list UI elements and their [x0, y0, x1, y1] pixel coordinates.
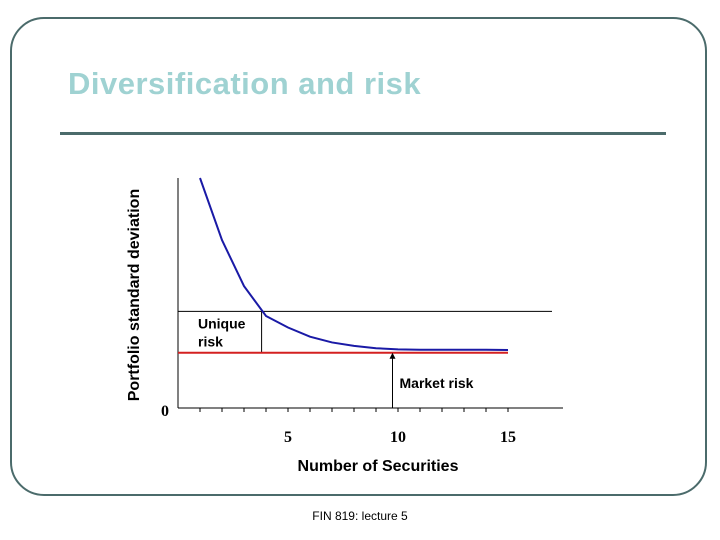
market-risk-arrowhead [389, 352, 396, 359]
slide-frame [10, 17, 707, 496]
x-axis-title: Number of Securities [298, 458, 459, 475]
market-risk-label: Market risk [400, 375, 474, 391]
x-tick-label: 15 [500, 429, 516, 446]
x-minor-ticks [199, 408, 509, 412]
x-tick-label: 5 [284, 429, 292, 446]
slide-footer: FIN 819: lecture 5 [312, 509, 408, 523]
unique-risk-label-line1: Unique [198, 315, 246, 331]
y-tick-label-0: 0 [161, 403, 169, 420]
title-divider [60, 132, 666, 135]
x-tick-labels: 5 10 15 [284, 429, 516, 446]
x-tick-label: 10 [390, 429, 406, 446]
portfolio-risk-curve [199, 177, 509, 352]
y-axis-title: Portfolio standard deviation [126, 189, 143, 401]
unique-risk-label-line2: risk [198, 333, 223, 349]
slide-title: Diversification and risk [68, 66, 422, 101]
